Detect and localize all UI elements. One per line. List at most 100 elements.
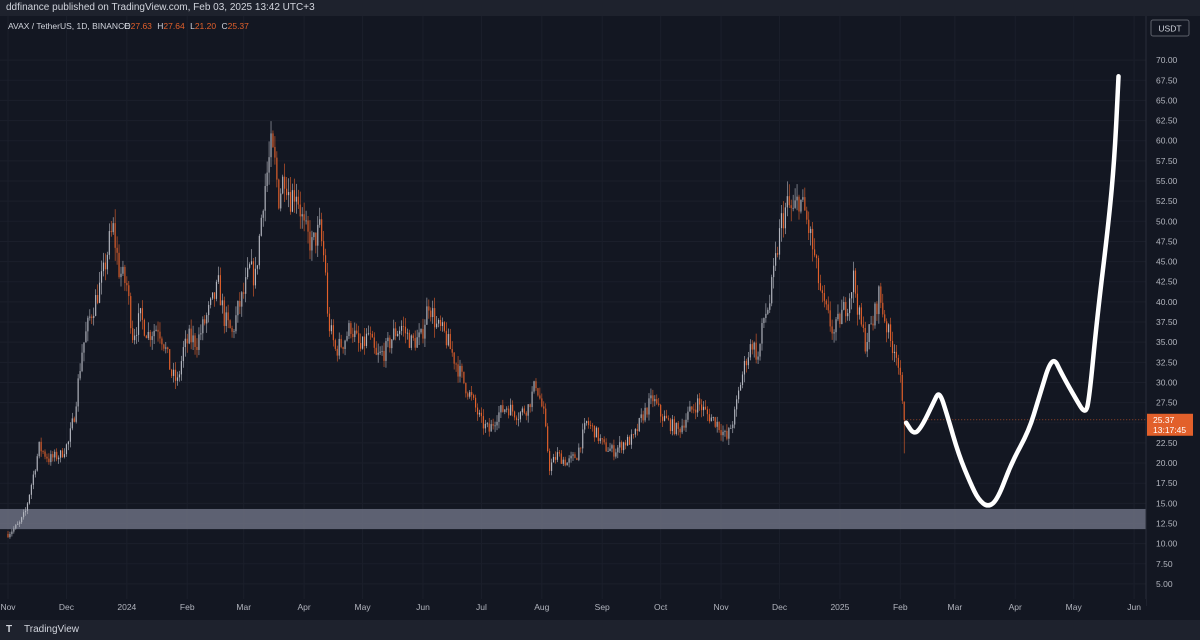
candle-body [313, 232, 315, 238]
candle-body [747, 357, 749, 366]
candle-body [46, 456, 48, 459]
candle-body [428, 306, 430, 311]
candle-body [272, 133, 274, 147]
candle-body [416, 337, 418, 348]
candle-body [217, 275, 219, 282]
candle-body [874, 303, 876, 326]
candle-body [196, 346, 198, 350]
candle-body [198, 334, 200, 350]
time-tick-label: Apr [298, 602, 311, 612]
candle-body [837, 313, 839, 320]
candle-body [613, 445, 615, 457]
candle-body [11, 531, 13, 535]
candle-body [24, 510, 27, 513]
projection-drawing [903, 74, 1121, 508]
candle-body [732, 424, 734, 428]
candle-body [662, 416, 664, 421]
footer-brand[interactable]: TradingView [24, 624, 80, 635]
candle-body [856, 293, 859, 315]
candle-body [889, 324, 892, 341]
grid-layer [0, 16, 1146, 599]
candle-body [340, 338, 342, 348]
candle-body [130, 296, 132, 329]
candle-body [447, 334, 449, 346]
candle-body [492, 424, 494, 426]
candle-body [769, 303, 771, 310]
candle-body [660, 404, 662, 417]
candle-body [780, 213, 783, 229]
candle-body [527, 404, 529, 416]
candle-body [872, 323, 874, 326]
candle-body [223, 300, 225, 326]
candle-body [354, 330, 356, 338]
time-axis[interactable]: Nov Dec 2024 Feb Mar Apr May Jun Jul Aug Sep Oct Nov… [0, 599, 1146, 620]
candle-body [184, 338, 186, 348]
candle-body [453, 352, 455, 364]
candle-body [32, 474, 34, 485]
candle-body [319, 219, 321, 225]
candle-body [570, 455, 572, 459]
price-tick-label: 5.00 [1156, 579, 1173, 589]
candle-body [139, 308, 142, 314]
legend-symbol[interactable]: AVAX / TetherUS, 1D, BINANCE [8, 21, 130, 31]
candle-body [34, 470, 36, 475]
candle-body [640, 414, 642, 419]
candle-body [245, 277, 247, 294]
candle-body [638, 418, 640, 432]
candle-body [157, 329, 159, 332]
candle-body [91, 316, 93, 319]
candle-body [617, 447, 619, 453]
price-axis[interactable]: 70.00 67.50 65.00 62.50 60.00 57.50 55.00 52.50… [1145, 16, 1200, 620]
candle-body [625, 442, 627, 446]
candle-body [202, 319, 204, 334]
candle-body [381, 350, 383, 352]
candle-body [626, 436, 629, 446]
candle-body [784, 207, 786, 229]
candle-body [155, 329, 157, 331]
candle-body [410, 335, 412, 348]
candle-body [870, 323, 872, 325]
candle-body [299, 204, 301, 217]
price-tick-label: 52.50 [1156, 196, 1178, 206]
time-tick-label: Jun [416, 602, 430, 612]
candle-body [558, 452, 560, 454]
candle-body [365, 333, 368, 346]
candle-body [718, 421, 720, 431]
candle-body [689, 406, 691, 412]
candle-body [533, 381, 535, 392]
candle-body [48, 458, 50, 463]
candle-body [360, 342, 362, 349]
price-chart[interactable]: 70.00 67.50 65.00 62.50 60.00 57.50 55.00 52.50… [0, 16, 1200, 620]
candle-body [208, 304, 210, 316]
currency-button[interactable]: USDT [1150, 19, 1190, 37]
candle-body [568, 458, 570, 463]
tradingview-logo-icon: T [6, 624, 13, 635]
candle-body [858, 307, 860, 315]
candle-body [593, 425, 596, 438]
candle-body [402, 325, 405, 327]
candle-body [525, 412, 527, 416]
candle-body [147, 331, 149, 339]
candle-body [667, 418, 670, 420]
candle-body [595, 427, 597, 438]
candle-body [420, 329, 422, 333]
candle-body [215, 281, 218, 299]
candle-body [734, 409, 736, 425]
candle-body [512, 404, 514, 412]
candle-body [552, 457, 555, 463]
legend-low-label: L [190, 21, 195, 31]
candle-body [336, 348, 338, 356]
candle-body [439, 320, 442, 327]
candle-body [504, 409, 506, 412]
candle-body [174, 369, 177, 381]
candle-body [65, 444, 68, 455]
candle-body [56, 451, 58, 460]
candle-body [693, 409, 695, 411]
candle-body [434, 308, 436, 328]
candle-body [632, 434, 634, 436]
candle-body [408, 332, 410, 348]
candle-body [650, 395, 652, 399]
candle-body [178, 374, 181, 378]
candle-body [810, 228, 812, 234]
last-price-tag: 25.37 13:17:45 [1147, 413, 1193, 436]
